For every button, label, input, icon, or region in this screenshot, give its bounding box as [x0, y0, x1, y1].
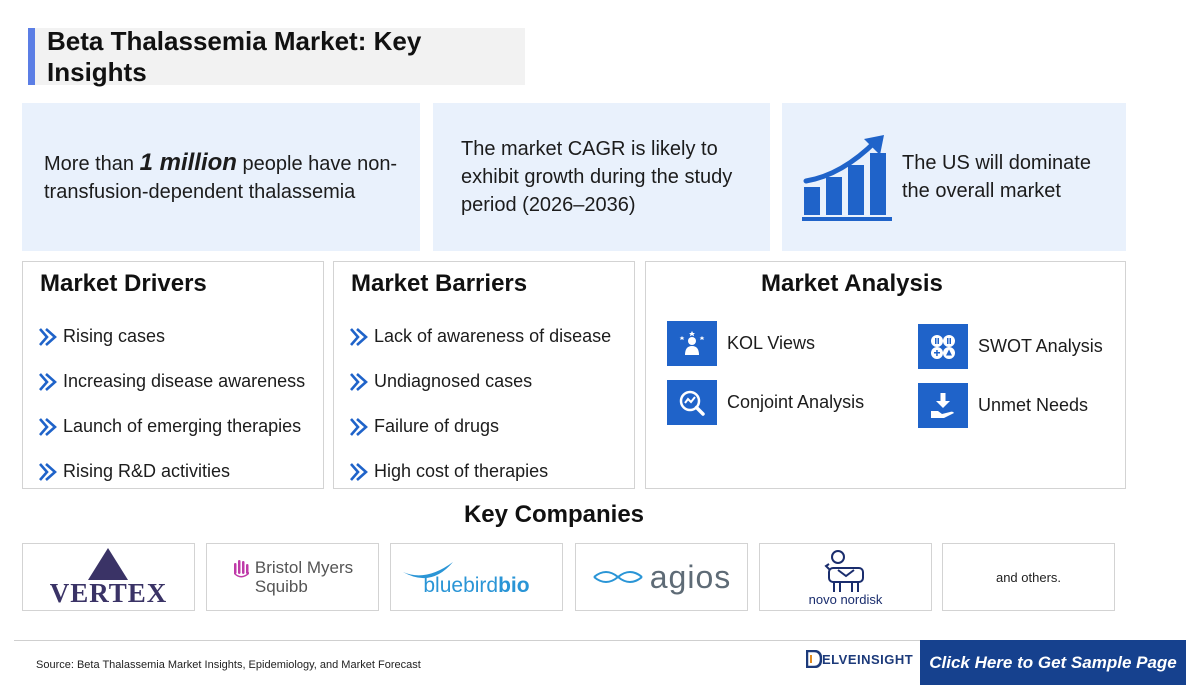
analysis-item-label: KOL Views: [727, 333, 816, 353]
analysis-item-conjoint: Conjoint Analysis: [667, 380, 864, 425]
key-companies-heading: Key Companies: [463, 501, 645, 528]
bms-logo: Bristol Myers Squibb: [232, 558, 353, 596]
insight-us-text: The US will dominate the overall market: [902, 152, 1091, 202]
market-analysis-heading: Market Analysis: [761, 270, 943, 297]
list-item: Rising cases: [37, 314, 305, 359]
list-item-label: Undiagnosed cases: [374, 371, 533, 391]
analysis-item-kol: KOL Views: [667, 321, 815, 366]
list-item-label: Launch of emerging therapies: [63, 416, 302, 436]
agios-logo: agios: [592, 559, 732, 596]
insight-cagr-text: The market CAGR is likely to exhibit gro…: [461, 138, 733, 216]
list-item-label: Lack of awareness of disease: [374, 326, 612, 346]
swot-icon: [918, 324, 968, 369]
market-drivers-list: Rising cases Increasing disease awarenes…: [37, 314, 305, 494]
chevron-right-icon: [350, 327, 368, 346]
title-bar: Beta Thalassemia Market: Key Insights: [28, 25, 525, 87]
novo-bull-icon: [823, 549, 864, 592]
chevron-right-icon: [350, 372, 368, 391]
company-logo-vertex: VERTEX: [22, 543, 195, 611]
list-item: Rising R&D activities: [37, 449, 305, 494]
chevron-right-icon: [39, 462, 57, 481]
vertex-logo: VERTEX: [49, 548, 168, 608]
insight-patients-suffix: people have non-transfusion-dependent th…: [44, 152, 398, 203]
list-item-label: Failure of drugs: [374, 416, 500, 436]
others-label: and others.: [995, 569, 1062, 585]
source-note: Source: Beta Thalassemia Market Insights…: [36, 659, 421, 671]
list-item-label: Increasing disease awareness: [63, 371, 306, 391]
conjoint-icon: [667, 380, 717, 425]
list-item-label: Rising cases: [63, 326, 166, 346]
market-drivers-panel: Market Drivers Rising cases Increasing d…: [22, 261, 324, 489]
vertex-logo-text: VERTEX: [49, 578, 168, 608]
insight-card-us: The US will dominate the overall market: [782, 103, 1126, 251]
list-item: Undiagnosed cases: [348, 359, 611, 404]
bluebird-logo-text: bluebirdbio: [423, 574, 529, 598]
analysis-item-label: SWOT Analysis: [978, 336, 1103, 356]
footer-divider: [14, 640, 1186, 641]
chevron-right-icon: [39, 327, 57, 346]
list-item-label: Rising R&D activities: [63, 461, 231, 481]
kol-icon: [667, 321, 717, 366]
insight-patients-highlight: 1 million: [139, 148, 237, 176]
bms-logo-line2: Squibb: [254, 577, 308, 596]
get-sample-page-label: Click Here to Get Sample Page: [929, 652, 1177, 672]
bms-logo-text: Bristol Myers Squibb: [255, 558, 353, 596]
vertex-triangle-icon: [88, 548, 129, 580]
insight-card-cagr: The market CAGR is likely to exhibit gro…: [433, 103, 770, 251]
novo-nordisk-logo-text: novo nordisk: [808, 591, 883, 607]
market-analysis-panel: Market Analysis KOL Views SWOT Analysis …: [645, 261, 1126, 489]
analysis-item-swot: SWOT Analysis: [918, 324, 1103, 369]
market-barriers-heading: Market Barriers: [351, 270, 528, 297]
company-logo-novo-nordisk: novo nordisk: [759, 543, 932, 611]
company-logo-agios: agios: [575, 543, 748, 611]
bluebird-swoosh-icon: [403, 562, 453, 579]
delveinsight-logo: ELVEINSIGHT: [806, 650, 913, 668]
list-item: High cost of therapies: [348, 449, 611, 494]
company-logo-bluebird: bluebirdbio: [390, 543, 563, 611]
chevron-right-icon: [39, 417, 57, 436]
delveinsight-d-icon: [806, 650, 822, 668]
insight-patients-prefix: More than: [44, 152, 140, 175]
agios-wave-icon: [593, 571, 643, 583]
chevron-right-icon: [39, 372, 57, 391]
page-title: Beta Thalassemia Market: Key Insights: [47, 25, 422, 87]
chevron-right-icon: [350, 462, 368, 481]
market-drivers-heading: Market Drivers: [40, 270, 207, 297]
list-item: Launch of emerging therapies: [37, 404, 305, 449]
insight-card-patients: More than 1 million people have non-tran…: [22, 103, 420, 251]
growth-chart-icon: [802, 135, 892, 221]
bms-hand-icon: [233, 560, 249, 578]
analysis-item-label: Conjoint Analysis: [727, 392, 865, 412]
insight-patients-text: More than 1 million people have non-tran…: [44, 149, 420, 206]
list-item: Lack of awareness of disease: [348, 314, 611, 359]
bluebird-logo-light: bluebird: [423, 574, 499, 597]
unmet-needs-icon: [918, 383, 968, 428]
analysis-item-label: Unmet Needs: [978, 395, 1089, 415]
list-item-label: High cost of therapies: [374, 461, 549, 481]
market-barriers-list: Lack of awareness of disease Undiagnosed…: [348, 314, 611, 494]
chevron-right-icon: [350, 417, 368, 436]
get-sample-page-button[interactable]: Click Here to Get Sample Page: [920, 640, 1186, 685]
market-barriers-panel: Market Barriers Lack of awareness of dis…: [333, 261, 635, 489]
bluebird-logo-bold: bio: [498, 574, 530, 597]
list-item: Increasing disease awareness: [37, 359, 305, 404]
list-item: Failure of drugs: [348, 404, 611, 449]
company-others-box: and others.: [942, 543, 1115, 611]
novo-nordisk-logo: novo nordisk: [808, 548, 883, 607]
bms-logo-line1: Bristol Myers: [254, 558, 354, 577]
company-logo-bms: Bristol Myers Squibb: [206, 543, 379, 611]
delveinsight-logo-text: ELVEINSIGHT: [822, 651, 914, 667]
analysis-item-unmet-needs: Unmet Needs: [918, 383, 1088, 428]
agios-logo-text: agios: [649, 558, 732, 595]
